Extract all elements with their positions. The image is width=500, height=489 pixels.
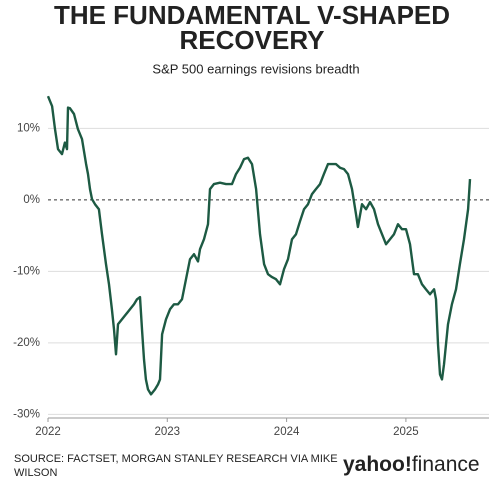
y-tick-label: -10% — [13, 265, 40, 277]
logo-part: yahoo! — [343, 453, 412, 476]
x-tick-label: 2024 — [274, 426, 300, 438]
chart-subtitle: S&P 500 earnings revisions breadth — [152, 61, 359, 76]
chart-title: RECOVERY — [180, 25, 325, 55]
source: WILSON — [14, 467, 57, 479]
chart-title: THE FUNDAMENTAL V-SHAPED — [54, 0, 450, 30]
x-tick-label: 2022 — [35, 426, 61, 438]
series-line — [46, 95, 472, 396]
source: SOURCE: FACTSET, MORGAN STANLEY RESEARCH… — [14, 453, 338, 465]
x-tick-label: 2025 — [393, 426, 419, 438]
y-tick-label: -30% — [13, 408, 40, 420]
x-tick-label: 2023 — [155, 426, 181, 438]
logo: yahoo!finance — [343, 453, 480, 476]
y-tick-label: 0% — [23, 194, 40, 206]
logo-part: finance — [412, 453, 480, 476]
y-tick-label: 10% — [17, 122, 40, 134]
y-tick-label: -20% — [13, 337, 40, 349]
